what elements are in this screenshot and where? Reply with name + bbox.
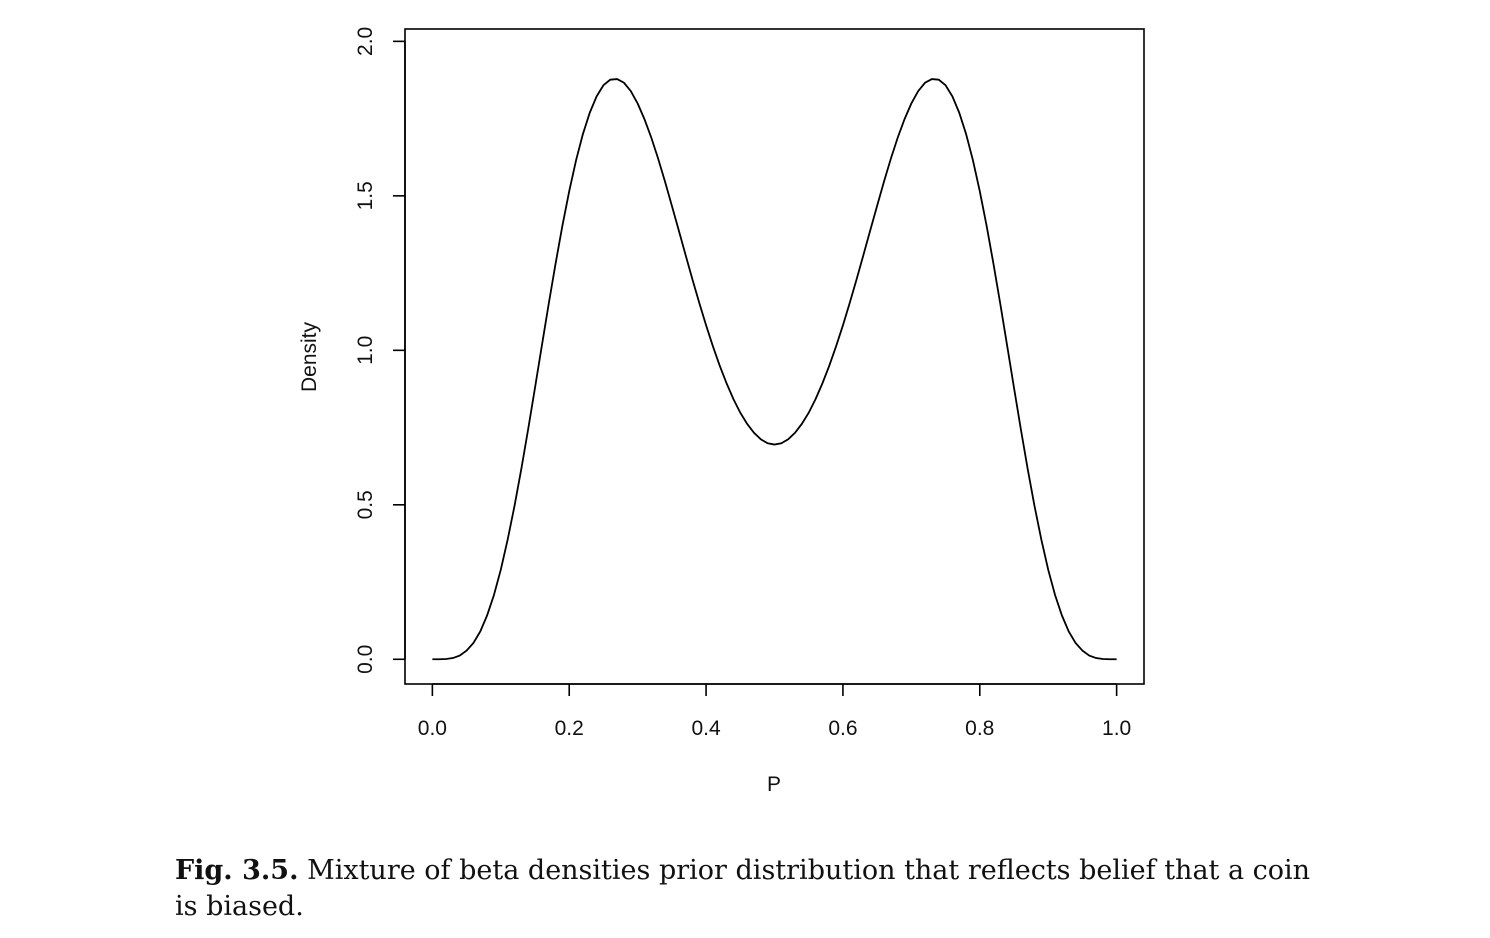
x-tick-label: 0.0 <box>418 717 447 740</box>
x-tick-label: 1.0 <box>1102 717 1131 740</box>
density-chart: 0.0 0.2 0.4 0.6 0.8 1.0 0.0 0.5 1.0 1.5 2.0 P Den… <box>298 27 1145 796</box>
y-tick-label: 0.5 <box>354 490 377 519</box>
y-tick-label: 1.0 <box>354 336 377 365</box>
figure-number: Fig. 3.5. <box>175 855 299 886</box>
y-tick-label: 2.0 <box>354 27 377 56</box>
x-axis-title: P <box>767 773 781 796</box>
caption-text: Mixture of beta densities prior distribu… <box>175 855 1311 922</box>
x-tick-label: 0.2 <box>555 717 584 740</box>
x-axis: 0.0 0.2 0.4 0.6 0.8 1.0 <box>418 683 1131 740</box>
y-axis: 0.0 0.5 1.0 1.5 2.0 <box>354 27 406 674</box>
x-tick-label: 0.6 <box>828 717 857 740</box>
y-tick-label: 1.5 <box>354 181 377 210</box>
y-axis-title: Density <box>298 321 321 392</box>
density-curve <box>432 78 1117 661</box>
x-tick-label: 0.8 <box>965 717 994 740</box>
x-tick-label: 0.4 <box>691 717 721 740</box>
plot-frame <box>404 28 1145 685</box>
figure-caption: Fig. 3.5. Mixture of beta densities prio… <box>175 853 1335 925</box>
y-tick-label: 0.0 <box>354 645 377 674</box>
